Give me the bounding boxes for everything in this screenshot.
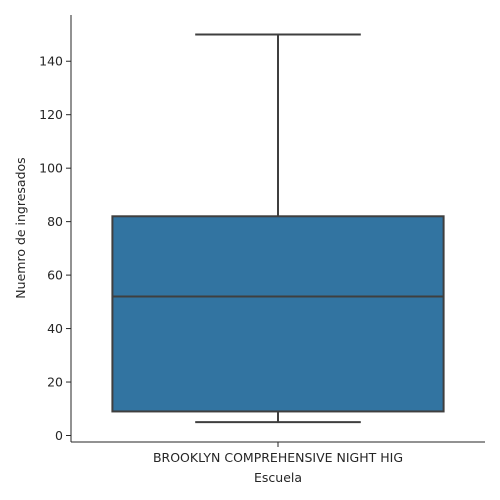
y-tick-label: 20 (47, 375, 63, 390)
box-iqr (111, 215, 445, 413)
y-tick-label: 140 (39, 54, 63, 69)
x-tick-label: BROOKLYN COMPREHENSIVE NIGHT HIG (153, 450, 403, 465)
plot-area (111, 33, 445, 424)
y-axis-title: Nuemro de ingresados (13, 157, 28, 298)
x-axis-title: Escuela (254, 470, 302, 485)
y-tick-label: 80 (47, 214, 63, 229)
y-tick-label: 60 (47, 268, 63, 283)
y-axis: 0 20 40 60 80 100 120 140 (39, 15, 72, 443)
x-axis: BROOKLYN COMPREHENSIVE NIGHT HIG (71, 441, 485, 465)
y-tick-label: 100 (39, 161, 63, 176)
y-tick-label: 120 (39, 107, 63, 122)
y-tick-label: 0 (55, 428, 63, 443)
y-tick-label: 40 (47, 321, 63, 336)
